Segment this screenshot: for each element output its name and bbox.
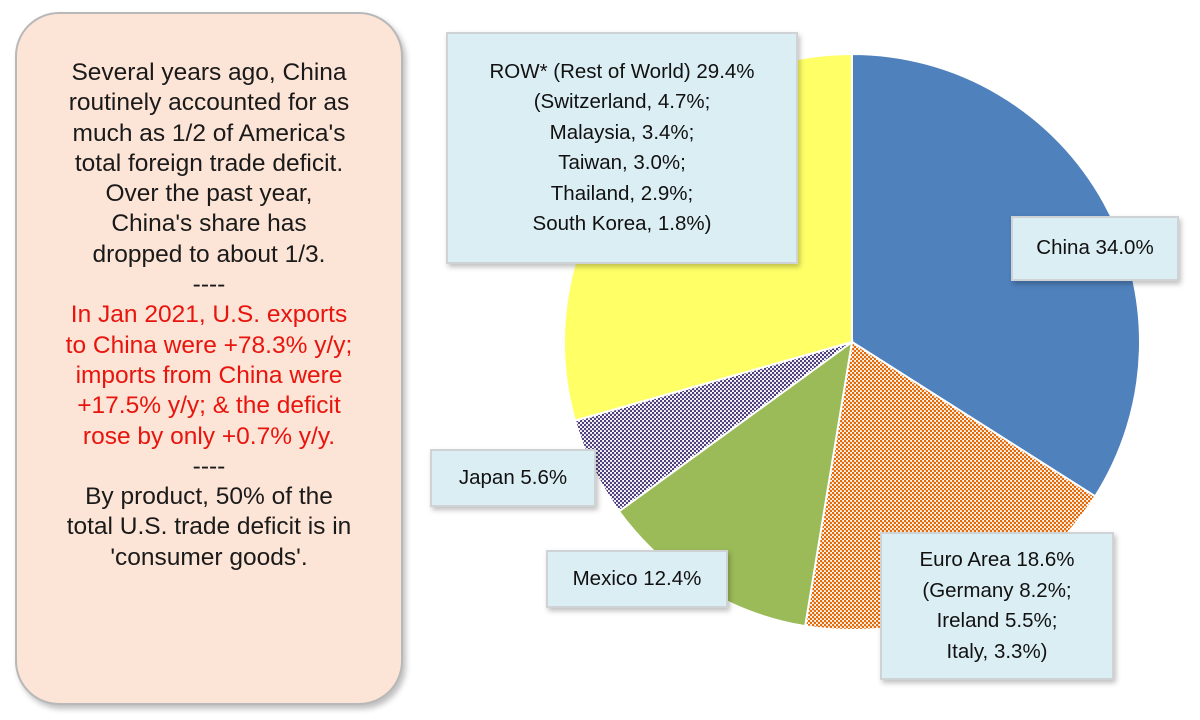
data-label-euro-area: Euro Area 18.6% (Germany 8.2%; Ireland 5.5… [880,532,1114,680]
data-label-line: Mexico 12.4% [572,566,702,590]
data-label-line: Italy, 3.3%) [946,639,1048,663]
pie-slice-china [851,52,1141,498]
commentary-line: much as 1/2 of America's [72,119,346,147]
commentary-line: rose by only +0.7% y/y. [82,422,336,450]
commentary-line: +17.5% y/y; & the deficit [77,392,341,420]
commentary-line: Over the past year, [105,180,313,208]
data-label-line: Thailand, 2.9%; [550,181,694,205]
data-label-line: Taiwan, 3.0%; [558,151,686,174]
data-label-line: Japan 5.6% [458,465,568,489]
data-label-line: Euro Area 18.6% [919,548,1075,571]
data-label-mexico: Mexico 12.4% [546,550,728,608]
data-label-line: South Korea, 1.8%) [532,212,712,235]
commentary-line: total foreign trade deficit. [74,149,344,177]
data-label-line: ROW* (Rest of World) 29.4% [489,59,755,83]
data-label-line: Malaysia, 3.4%; [549,120,695,144]
data-label-line: (Germany 8.2%; [922,578,1072,602]
data-label-line: China 34.0% [1036,236,1154,260]
commentary-line: China's share has [111,210,307,238]
commentary-line: By product, 50% of the [85,483,333,511]
commentary-box: Several years ago, China routinely accoun… [15,12,403,705]
data-label-japan: Japan 5.6% [430,449,596,507]
commentary-line: to China were +78.3% y/y; [65,331,353,359]
commentary-line: imports from China were [75,361,343,389]
data-label-line: (Switzerland, 4.7%; [533,90,711,113]
commentary-line: Several years ago, China [71,59,347,86]
data-label-china: China 34.0% [1011,216,1179,281]
data-label-row: ROW* (Rest of World) 29.4% (Switzerland, … [446,32,798,264]
commentary-line: dropped to about 1/3. [92,240,326,268]
commentary-line: ---- [192,452,226,480]
commentary-line: ---- [192,271,226,299]
data-label-line: Ireland 5.5%; [936,609,1058,632]
commentary-line: In Jan 2021, U.S. exports [70,301,348,329]
commentary-line: 'consumer goods'. [110,543,308,571]
commentary-line: routinely accounted for as [68,89,350,117]
commentary-line: total U.S. trade deficit is in [66,513,352,541]
